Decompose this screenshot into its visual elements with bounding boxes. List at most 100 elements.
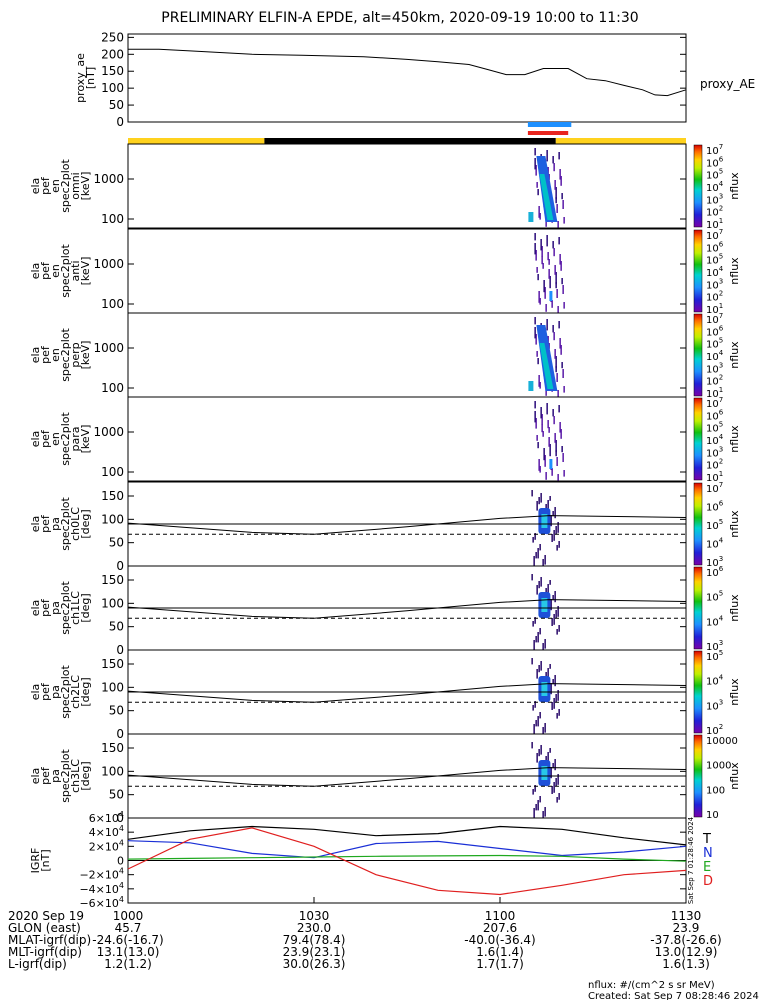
spec-pixel — [531, 658, 533, 665]
spec-pixel — [560, 429, 562, 439]
colorbar — [693, 566, 703, 650]
spec-pixel — [556, 457, 558, 466]
axis-label-line: para — [69, 427, 82, 452]
status-bars — [128, 122, 686, 144]
spec-pixel — [551, 702, 553, 710]
spec-pixel — [549, 496, 551, 501]
axis-label-line: [keV] — [79, 172, 92, 201]
igrf-legend-T: T — [702, 832, 711, 847]
y-tick-label: −2×104 — [79, 867, 124, 882]
x-row-value: 23.9(23.1) — [283, 945, 346, 959]
footer: nflux: #/(cm^2 s sr MeV)Created: Sat Sep… — [588, 980, 759, 1000]
spec-pixel — [534, 158, 536, 170]
y-tick-label: 0 — [116, 811, 124, 825]
x-axis-annotations: 2020 Sep 19 1000 1030 1100 1130 GLON (east) 45… — [8, 897, 722, 971]
y-tick-label: 0 — [116, 559, 124, 573]
spec-pixel — [539, 466, 541, 473]
spec-pixel — [555, 450, 557, 457]
spec-pixel — [547, 420, 549, 429]
spec-pixel — [544, 723, 546, 733]
x-row-value: 79.4(78.4) — [283, 933, 346, 947]
axis-label-line: anti — [69, 260, 82, 281]
x-row-value: 23.9 — [673, 921, 700, 935]
axis-label-line: ela — [29, 600, 42, 617]
spec-pixel — [545, 588, 547, 593]
x-row-label: L-igrf(dip) — [8, 957, 67, 971]
spec-pixel — [543, 280, 545, 293]
spec-pixel — [542, 431, 544, 437]
flux-blob-core — [541, 514, 548, 528]
spec-pixel — [539, 712, 541, 719]
x-row-value: 207.6 — [483, 921, 517, 935]
y-tick-label: 100 — [101, 596, 124, 610]
colorbar-tick: 107 — [706, 143, 723, 157]
spec-pixel — [562, 453, 564, 462]
sci-zone-bar — [128, 138, 265, 144]
axis-label-line: [deg] — [79, 593, 92, 622]
spec-pixel — [540, 745, 542, 755]
x-row-value: 30.0(26.3) — [283, 957, 346, 971]
colorbar-tick: 104 — [706, 349, 724, 363]
spec-pixel — [543, 448, 545, 461]
spec-pixel — [535, 552, 537, 559]
spec-pixel — [537, 800, 539, 811]
flux-blip — [528, 212, 534, 222]
spec-pixel — [554, 591, 556, 603]
spec-pixel — [562, 200, 564, 209]
spec-pixel — [563, 386, 565, 393]
spec-pixel — [549, 664, 551, 669]
spec-pixel — [553, 782, 555, 793]
colorbar-tick: 107 — [706, 396, 723, 410]
spec-pixel — [558, 541, 560, 548]
ae-legend: proxy_AE — [700, 77, 755, 91]
axis-label-line: pef — [39, 514, 52, 533]
spec-pixel — [561, 193, 563, 200]
spec-pixel — [546, 403, 548, 415]
spec-pixel — [547, 752, 549, 761]
spec-pixel — [541, 246, 543, 257]
axis-label-line: en — [49, 432, 62, 446]
x-row-value: 1.7(1.7) — [476, 957, 524, 971]
spec-pixel — [551, 468, 553, 476]
spec-pixel — [557, 774, 559, 785]
axis-label-line: [keV] — [79, 425, 92, 454]
spec-pixel — [553, 416, 555, 425]
spec-pixel — [552, 679, 554, 685]
spec-pixel — [540, 407, 542, 419]
flux-blob-core — [541, 766, 548, 780]
colorbar-tick: 106 — [706, 408, 724, 422]
x-row-value: 45.7 — [115, 921, 142, 935]
colorbar — [693, 229, 703, 313]
spec-pixel — [545, 472, 547, 480]
colorbar-tick: 102 — [706, 458, 723, 472]
y-tick-label: 100 — [101, 212, 124, 226]
spec-pixel — [549, 580, 551, 585]
spec-pixel — [558, 709, 560, 716]
igrf-panel: 6×1044×1042×1040−2×104−4×104−6×104IGRF[n… — [29, 810, 713, 910]
axis-label-line: pa — [49, 601, 62, 615]
x-row-value: -37.8(-26.6) — [650, 933, 721, 947]
spec-pixel — [558, 321, 560, 329]
spec-pixel — [536, 585, 538, 595]
spec-pixel — [545, 504, 547, 509]
x-row-value: 13.1(13.0) — [97, 945, 160, 959]
spec-pixel — [547, 668, 549, 677]
spec-pixel — [557, 306, 559, 313]
spec-pixel — [555, 197, 557, 204]
colorbar-tick: 103 — [706, 639, 723, 653]
y-tick-label: 150 — [101, 657, 124, 671]
colorbar-tick: 102 — [706, 205, 723, 219]
colorbar-tick: 105 — [706, 168, 723, 182]
spec-pixel — [542, 559, 544, 567]
spec-pixel — [534, 411, 536, 423]
ae-panel: 250 200 150 100 50 0 proxy_ae[nT] proxy_AE — [74, 30, 755, 129]
colorbar-tick: 105 — [706, 590, 723, 604]
spec-pixel — [555, 366, 557, 373]
spec-pixel — [558, 625, 560, 632]
spec-pixel — [550, 767, 552, 779]
colorbar-tick: 100 — [706, 785, 725, 796]
proxy-ae-line — [128, 48, 687, 97]
